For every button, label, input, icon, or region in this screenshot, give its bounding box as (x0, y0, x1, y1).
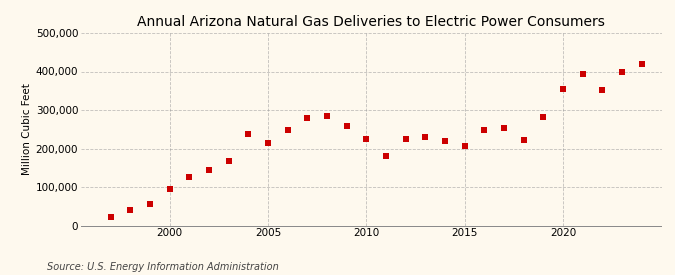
Point (420, 135, 431, 139)
Point (459, 144, 470, 148)
Point (439, 139, 450, 143)
Point (203, 167, 214, 172)
Point (637, 62, 647, 66)
Point (518, 138, 529, 142)
Point (243, 132, 254, 136)
Point (499, 126, 510, 130)
Point (105, 215, 116, 219)
Point (342, 124, 352, 128)
Point (223, 159, 234, 163)
Point (144, 202, 155, 207)
Point (282, 128, 293, 132)
Text: Source: U.S. Energy Information Administration: Source: U.S. Energy Information Administ… (47, 262, 279, 272)
Point (321, 114, 332, 118)
Point (361, 137, 372, 141)
Point (479, 128, 490, 133)
Y-axis label: Million Cubic Feet: Million Cubic Feet (22, 83, 32, 175)
Point (302, 116, 313, 121)
Point (125, 208, 136, 212)
Point (538, 114, 549, 119)
Point (558, 87, 568, 91)
Title: Annual Arizona Natural Gas Deliveries to Electric Power Consumers: Annual Arizona Natural Gas Deliveries to… (137, 15, 605, 29)
Point (184, 175, 194, 180)
Point (400, 137, 411, 141)
Point (164, 187, 175, 191)
Point (263, 141, 273, 145)
Point (577, 72, 588, 76)
Point (617, 69, 628, 74)
Point (597, 87, 608, 92)
Point (381, 154, 392, 158)
